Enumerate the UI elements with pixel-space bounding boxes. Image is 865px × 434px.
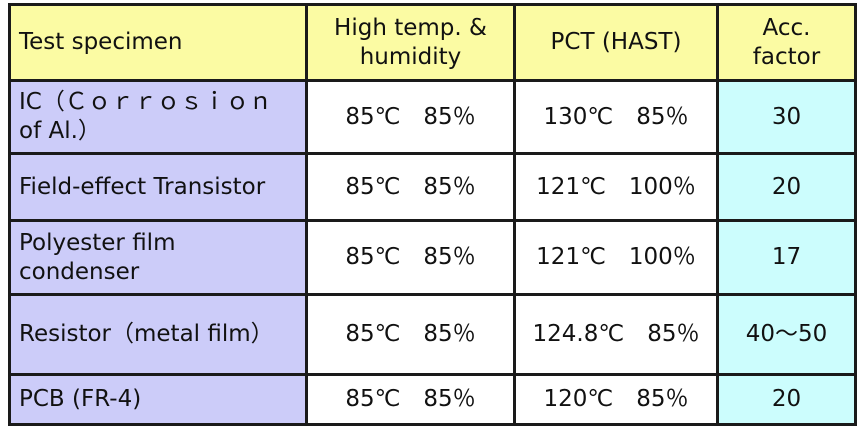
high-temp-humidity-cell: 85℃ 85％: [305, 373, 516, 426]
table-row: Field-effect Transistor 85℃ 85％ 121℃ 100…: [8, 152, 857, 222]
specimen-cell: PCB (FR-4): [8, 373, 308, 426]
table-row: PCB (FR-4) 85℃ 85％ 120℃ 85％ 20: [8, 373, 857, 426]
table-row: IC（Ｃｏｒｒｏｓｉｏｎ of Al.） 85℃ 85％ 130℃ 85％ 30: [8, 79, 857, 155]
specimen-cell: Polyester film condenser: [8, 219, 308, 296]
high-temp-humidity-cell: 85℃ 85％: [305, 152, 516, 222]
pct-hast-cell: 124.8℃ 85％: [513, 293, 719, 376]
acc-factor-cell: 20: [716, 373, 857, 426]
pct-hast-cell: 130℃ 85％: [513, 79, 719, 155]
table-row: Resistor（metal film） 85℃ 85％ 124.8℃ 85％ …: [8, 293, 857, 376]
specimen-cell: Field-effect Transistor: [8, 152, 308, 222]
acc-factor-cell: 40～50: [716, 293, 857, 376]
acc-factor-cell: 17: [716, 219, 857, 296]
high-temp-humidity-cell: 85℃ 85％: [305, 79, 516, 155]
acceleration-factor-table: Test specimen High temp. & humidity PCT …: [8, 3, 857, 426]
high-temp-humidity-cell: 85℃ 85％: [305, 219, 516, 296]
pct-hast-cell: 121℃ 100％: [513, 219, 719, 296]
acc-factor-cell: 30: [716, 79, 857, 155]
header-high-temp-humidity: High temp. & humidity: [305, 3, 516, 82]
high-temp-humidity-cell: 85℃ 85％: [305, 293, 516, 376]
header-row: Test specimen High temp. & humidity PCT …: [8, 3, 857, 82]
specimen-cell: Resistor（metal film）: [8, 293, 308, 376]
header-pct-hast: PCT (HAST): [513, 3, 719, 82]
specimen-cell: IC（Ｃｏｒｒｏｓｉｏｎ of Al.）: [8, 79, 308, 155]
acc-factor-cell: 20: [716, 152, 857, 222]
pct-hast-cell: 121℃ 100％: [513, 152, 719, 222]
table-row: Polyester film condenser 85℃ 85％ 121℃ 10…: [8, 219, 857, 296]
header-test-specimen: Test specimen: [8, 3, 308, 82]
pct-hast-cell: 120℃ 85％: [513, 373, 719, 426]
header-acc-factor: Acc. factor: [716, 3, 857, 82]
